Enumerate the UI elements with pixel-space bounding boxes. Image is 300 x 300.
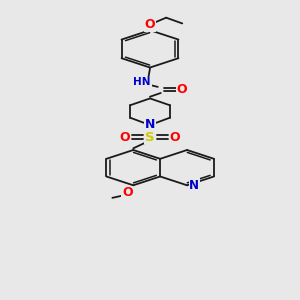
Text: S: S: [145, 130, 155, 144]
Text: O: O: [122, 186, 133, 199]
Text: O: O: [145, 18, 155, 31]
Text: O: O: [176, 83, 187, 96]
Text: HN: HN: [134, 77, 151, 87]
Text: O: O: [120, 130, 130, 144]
Text: N: N: [145, 118, 155, 131]
Text: O: O: [170, 130, 180, 144]
Text: N: N: [189, 179, 199, 192]
